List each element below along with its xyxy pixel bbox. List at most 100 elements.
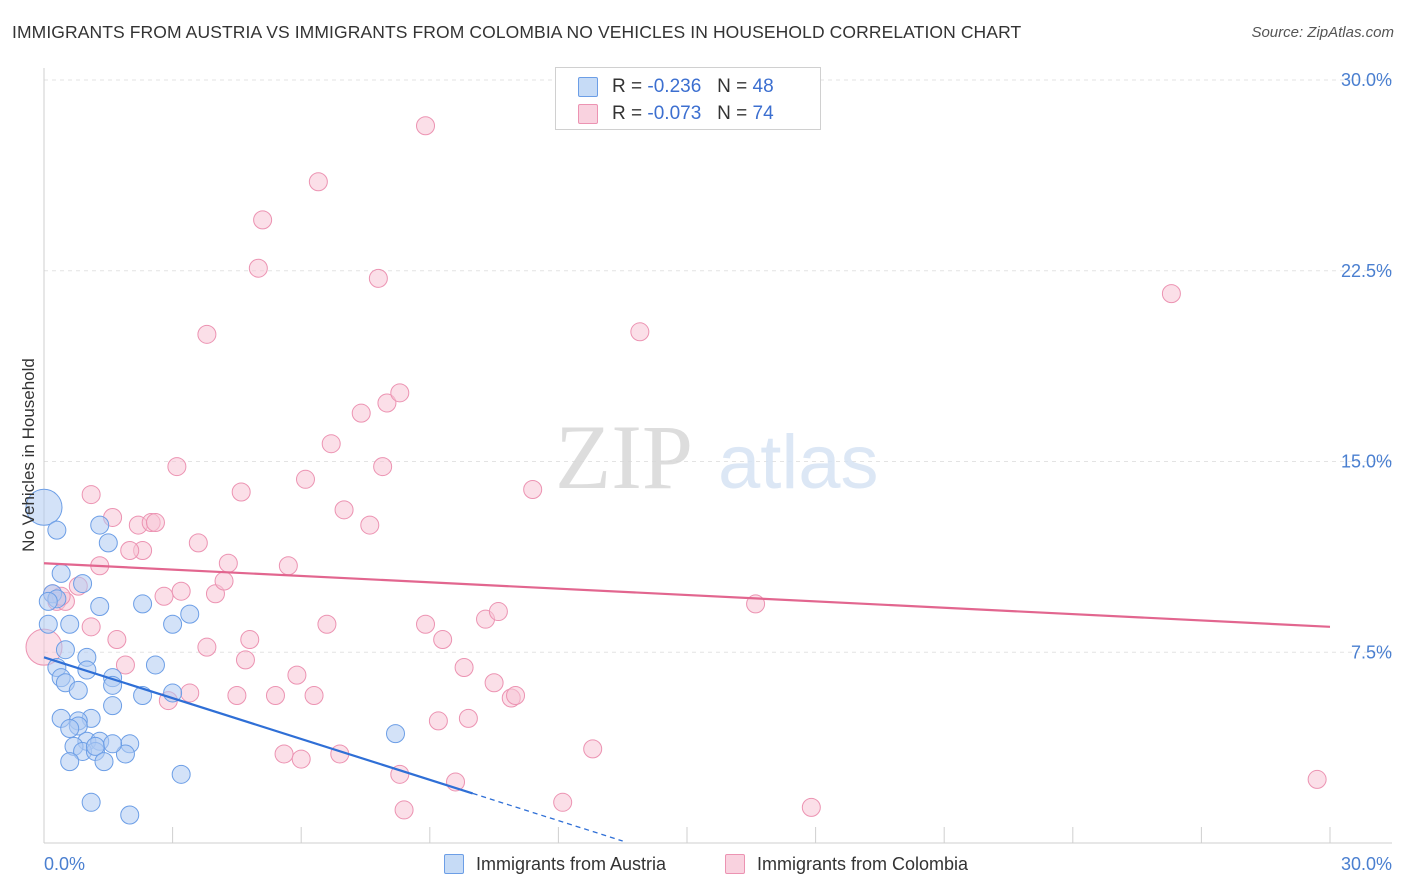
data-point	[81, 792, 101, 812]
colombia-n-label: N =	[717, 103, 748, 124]
data-point	[231, 482, 251, 502]
data-point	[60, 614, 80, 634]
data-point	[98, 533, 118, 553]
data-point	[433, 630, 453, 650]
source-label: Source: ZipAtlas.com	[1251, 24, 1394, 41]
data-point	[416, 614, 436, 634]
colombia-swatch	[578, 104, 598, 124]
data-point	[227, 685, 247, 705]
data-point	[154, 586, 174, 606]
data-point	[214, 571, 234, 591]
austria-legend-swatch	[444, 854, 464, 874]
data-point	[51, 563, 71, 583]
austria-n-label: N =	[717, 76, 748, 97]
data-point	[25, 488, 63, 526]
data-point	[180, 604, 200, 624]
data-point	[120, 541, 140, 561]
data-point	[484, 673, 504, 693]
legend-row-austria: R = -0.236 N = 48	[578, 76, 774, 98]
data-point	[81, 485, 101, 505]
y-tick-label: 30.0%	[1341, 70, 1392, 90]
data-point	[167, 457, 187, 477]
legend-item-austria[interactable]: Immigrants from Austria	[444, 852, 666, 876]
trend-line-austria	[43, 656, 473, 795]
data-point	[295, 469, 315, 489]
data-point	[103, 696, 123, 716]
data-point	[171, 581, 191, 601]
data-point	[523, 479, 543, 499]
data-point	[60, 752, 80, 772]
data-point	[60, 719, 80, 739]
data-point	[240, 630, 260, 650]
tick-labels: 7.5% 15.0% 22.5% 30.0% 0.0% 30.0%	[44, 70, 1392, 874]
data-point	[235, 650, 255, 670]
series-austria-points	[25, 488, 406, 825]
data-point	[38, 591, 58, 611]
correlation-legend: R = -0.236 N = 48 R = -0.073 N = 74	[555, 67, 821, 130]
grid-lines	[44, 79, 1392, 653]
colombia-r-label: R =	[612, 103, 643, 124]
data-point	[360, 515, 380, 535]
data-point	[145, 513, 165, 533]
data-point	[1307, 769, 1327, 789]
data-point	[73, 574, 93, 594]
data-point	[103, 734, 123, 754]
data-point	[197, 637, 217, 657]
colombia-n-value: 74	[752, 103, 774, 124]
data-point	[265, 685, 285, 705]
data-point	[317, 614, 337, 634]
data-point	[218, 553, 238, 573]
austria-r-value: -0.236	[647, 76, 702, 97]
data-point	[107, 630, 127, 650]
data-point	[386, 724, 406, 744]
data-point	[253, 210, 273, 230]
legend-item-colombia[interactable]: Immigrants from Colombia	[725, 852, 968, 876]
data-point	[553, 792, 573, 812]
colombia-r-value: -0.073	[647, 103, 702, 124]
y-tick-label: 22.5%	[1341, 261, 1392, 281]
data-point	[304, 685, 324, 705]
watermark: ZIP atlas	[555, 406, 879, 508]
data-point	[454, 658, 474, 678]
data-point	[55, 640, 75, 660]
data-point	[394, 800, 414, 820]
trend-line-colombia	[43, 562, 1331, 628]
y-axis-label: No Vehicles in Household	[19, 358, 38, 552]
axes	[43, 68, 1392, 844]
data-point	[334, 500, 354, 520]
data-point	[308, 172, 328, 192]
data-point	[291, 749, 311, 769]
data-point	[416, 116, 436, 136]
data-point	[68, 680, 88, 700]
watermark-atlas: atlas	[718, 420, 879, 505]
trend-line-austria-extension	[472, 792, 623, 842]
y-tick-label: 7.5%	[1351, 642, 1392, 662]
data-point	[390, 383, 410, 403]
data-point	[368, 268, 388, 288]
data-point	[188, 533, 208, 553]
data-point	[278, 556, 298, 576]
data-point	[115, 655, 135, 675]
data-point	[321, 434, 341, 454]
austria-n-value: 48	[752, 76, 774, 97]
data-point	[1161, 284, 1181, 304]
data-point	[120, 805, 140, 825]
data-point	[506, 685, 526, 705]
data-point	[133, 594, 153, 614]
data-point	[287, 665, 307, 685]
data-point	[351, 403, 371, 423]
data-point	[90, 515, 110, 535]
data-point	[630, 322, 650, 342]
data-point	[94, 752, 114, 772]
data-point	[373, 457, 393, 477]
data-point	[38, 614, 58, 634]
data-point	[171, 764, 191, 784]
data-point	[145, 655, 165, 675]
data-point	[801, 797, 821, 817]
data-point	[180, 683, 200, 703]
data-point	[488, 602, 508, 622]
chart-title: IMMIGRANTS FROM AUSTRIA VS IMMIGRANTS FR…	[12, 22, 1022, 42]
data-point	[377, 393, 397, 413]
watermark-zip: ZIP	[555, 406, 693, 508]
